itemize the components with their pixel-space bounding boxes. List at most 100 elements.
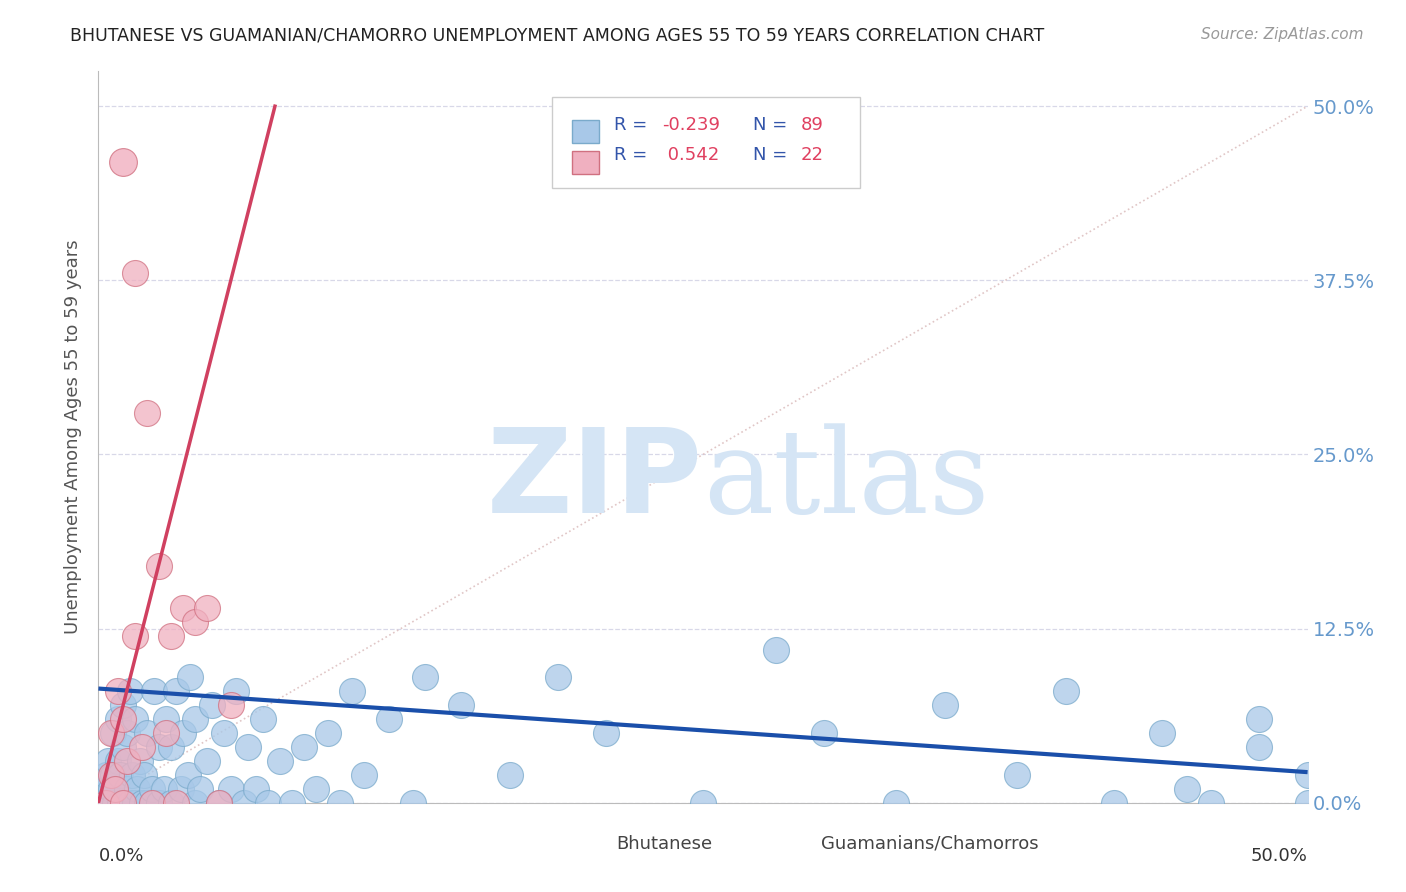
Point	[94, 781, 117, 796]
Point	[100, 768, 122, 782]
Point	[117, 726, 139, 740]
Point	[292, 740, 315, 755]
Point	[155, 726, 177, 740]
Point	[111, 712, 134, 726]
Point	[195, 600, 218, 615]
Point	[118, 796, 141, 810]
Point	[97, 796, 120, 810]
Point	[172, 726, 194, 740]
Point	[108, 796, 131, 810]
Point	[160, 796, 183, 810]
Point	[148, 796, 170, 810]
Point	[111, 796, 134, 810]
Point	[498, 768, 520, 782]
Point	[353, 768, 375, 782]
Point	[402, 796, 425, 810]
Point	[1296, 796, 1319, 810]
Point	[124, 629, 146, 643]
Point	[124, 266, 146, 280]
Text: R =: R =	[613, 116, 652, 134]
Point	[184, 796, 207, 810]
Point	[143, 684, 166, 698]
FancyBboxPatch shape	[787, 833, 814, 854]
Point	[172, 600, 194, 615]
Text: R =: R =	[613, 146, 652, 164]
Point	[765, 642, 787, 657]
Point	[342, 684, 364, 698]
Point	[100, 796, 122, 810]
Point	[124, 796, 146, 810]
Point	[165, 684, 187, 698]
Text: 50.0%: 50.0%	[1251, 847, 1308, 864]
Point	[111, 740, 134, 755]
Point	[377, 712, 399, 726]
Point	[148, 740, 170, 755]
Point	[152, 781, 174, 796]
Text: ZIP: ZIP	[486, 424, 703, 539]
Point	[232, 796, 254, 810]
Point	[201, 698, 224, 713]
Point	[111, 155, 134, 169]
Point	[281, 796, 304, 810]
Point	[107, 712, 129, 726]
Point	[101, 726, 124, 740]
Point	[1199, 796, 1222, 810]
Point	[1249, 712, 1271, 726]
Point	[101, 768, 124, 782]
Point	[118, 684, 141, 698]
Point	[1054, 684, 1077, 698]
Point	[1175, 781, 1198, 796]
Point	[212, 726, 235, 740]
Point	[148, 558, 170, 573]
Point	[221, 698, 243, 713]
FancyBboxPatch shape	[582, 833, 609, 854]
Point	[1296, 768, 1319, 782]
Point	[177, 768, 200, 782]
Point	[934, 698, 956, 713]
Point	[184, 615, 207, 629]
Point	[184, 712, 207, 726]
Point	[100, 726, 122, 740]
Point	[245, 781, 267, 796]
Point	[107, 754, 129, 768]
Point	[100, 781, 122, 796]
Point	[1102, 796, 1125, 810]
Point	[131, 796, 153, 810]
Point	[117, 781, 139, 796]
Point	[97, 754, 120, 768]
Point	[208, 796, 231, 810]
Point	[128, 754, 150, 768]
Text: -0.239: -0.239	[662, 116, 720, 134]
Text: Guamanians/Chamorros: Guamanians/Chamorros	[821, 835, 1039, 853]
Point	[208, 796, 231, 810]
Point	[104, 781, 127, 796]
Point	[127, 781, 149, 796]
Point	[329, 796, 352, 810]
Point	[195, 754, 218, 768]
Point	[141, 781, 163, 796]
Text: BHUTANESE VS GUAMANIAN/CHAMORRO UNEMPLOYMENT AMONG AGES 55 TO 59 YEARS CORRELATI: BHUTANESE VS GUAMANIAN/CHAMORRO UNEMPLOY…	[70, 27, 1045, 45]
Text: 22: 22	[801, 146, 824, 164]
Point	[111, 796, 134, 810]
Point	[252, 712, 274, 726]
Text: Bhutanese: Bhutanese	[616, 835, 711, 853]
Point	[121, 768, 143, 782]
Point	[316, 726, 339, 740]
Point	[225, 684, 247, 698]
Text: Source: ZipAtlas.com: Source: ZipAtlas.com	[1201, 27, 1364, 42]
Point	[160, 629, 183, 643]
Text: N =: N =	[752, 146, 793, 164]
Point	[135, 406, 157, 420]
Point	[107, 684, 129, 698]
Point	[111, 698, 134, 713]
Text: 0.542: 0.542	[662, 146, 718, 164]
Point	[91, 796, 114, 810]
Point	[238, 740, 260, 755]
Point	[108, 768, 131, 782]
Text: 0.0%: 0.0%	[98, 847, 143, 864]
Point	[450, 698, 472, 713]
Point	[188, 781, 211, 796]
Point	[135, 726, 157, 740]
Point	[1152, 726, 1174, 740]
Point	[413, 670, 436, 684]
